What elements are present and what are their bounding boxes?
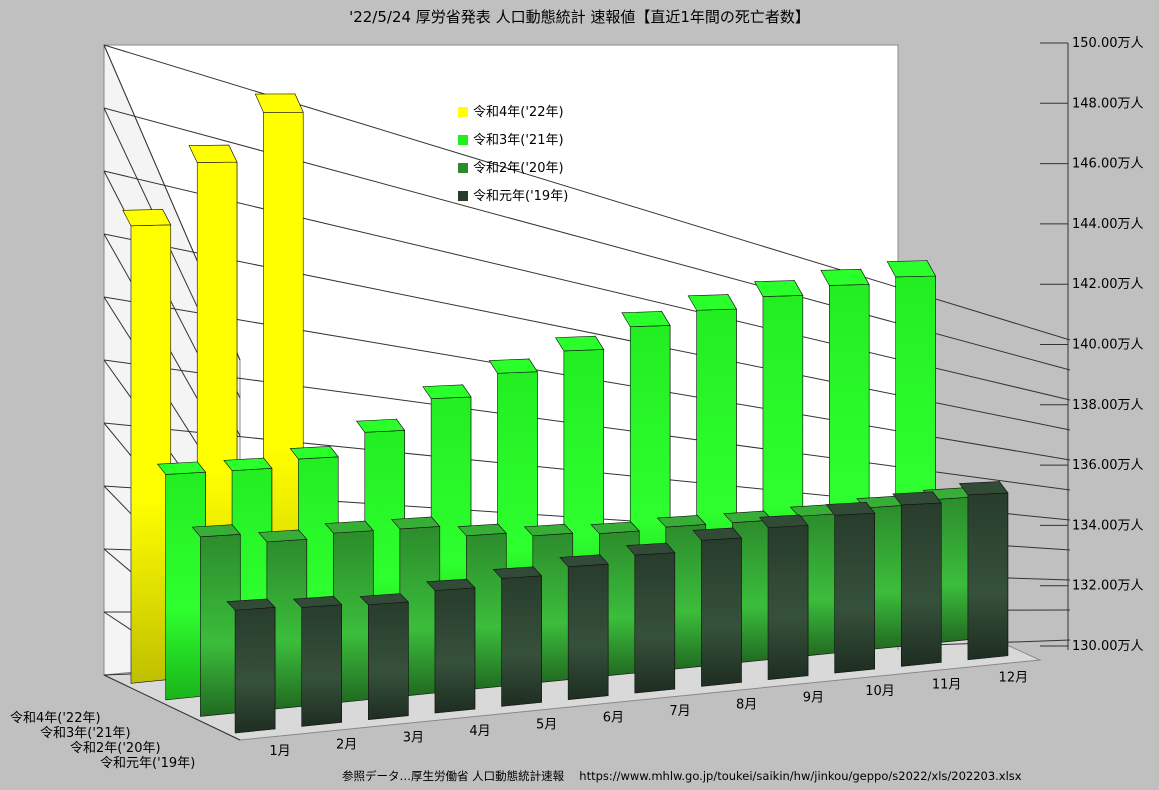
- bar: [759, 514, 809, 681]
- bar: [958, 480, 1009, 661]
- chart-title: '22/5/24 厚労省発表 人口動態統計 速報値【直近1年間の死亡者数】: [349, 8, 810, 26]
- series-axis-label: 令和4年('22年): [10, 711, 101, 726]
- legend-entry: 令和4年('22年): [458, 101, 564, 120]
- legend-label: 令和4年('22年): [473, 105, 564, 120]
- series-axis-label: 令和元年('19年): [100, 756, 195, 771]
- y-tick-label: 150.00万人: [1072, 36, 1144, 51]
- y-tick-label: 130.00万人: [1072, 639, 1144, 654]
- series-axis-label: 令和3年('21年): [40, 726, 131, 741]
- legend-entry: 令和3年('21年): [458, 129, 564, 148]
- y-tick-label: 142.00万人: [1072, 277, 1144, 292]
- legend-entry: 令和元年('19年): [458, 185, 568, 204]
- legend-label: 令和2年('20年): [473, 161, 564, 176]
- x-tick-label: 9月: [803, 691, 824, 706]
- y-tick-label: 132.00万人: [1072, 579, 1144, 594]
- x-tick-label: 2月: [336, 737, 357, 752]
- y-tick-label: 138.00万人: [1072, 398, 1144, 413]
- legend-swatch: [458, 191, 468, 201]
- x-tick-label: 1月: [269, 744, 290, 759]
- legend-entry: 令和2年('20年): [458, 157, 564, 176]
- legend-label: 令和元年('19年): [473, 189, 569, 204]
- legend-swatch: [458, 135, 468, 145]
- bar: [559, 554, 609, 701]
- x-tick-label: 6月: [603, 711, 624, 726]
- bar: [492, 566, 543, 707]
- grid-line: [103, 674, 241, 741]
- y-tick-label: 134.00万人: [1072, 518, 1144, 533]
- y-tick-label: 136.00万人: [1072, 458, 1144, 473]
- bar: [426, 578, 476, 714]
- x-tick-label: 10月: [865, 684, 895, 699]
- legend-label: 令和3年('21年): [473, 133, 564, 148]
- bar: [292, 595, 343, 727]
- series-axis-label: 令和2年('20年): [70, 741, 161, 756]
- y-tick-label: 146.00万人: [1072, 157, 1144, 172]
- x-tick-label: 7月: [669, 704, 690, 719]
- y-tick-label: 148.00万人: [1072, 96, 1144, 111]
- bar: [226, 598, 276, 734]
- legend-swatch: [458, 163, 468, 173]
- y-tick-label: 144.00万人: [1072, 217, 1144, 232]
- y-tick-label: 140.00万人: [1072, 338, 1144, 353]
- bar: [359, 592, 409, 721]
- x-tick-label: 5月: [536, 717, 557, 732]
- x-tick-label: 8月: [736, 697, 757, 712]
- bar: [692, 527, 742, 687]
- bar: [892, 490, 942, 667]
- source-note: 参照データ…厚生労働省 人口動態統計速報 https://www.mhlw.go…: [342, 769, 1022, 783]
- x-tick-label: 3月: [403, 731, 424, 746]
- x-tick-label: 12月: [999, 671, 1029, 686]
- x-tick-label: 11月: [932, 677, 962, 692]
- x-tick-label: 4月: [469, 724, 490, 739]
- legend-swatch: [458, 107, 468, 117]
- bar: [625, 542, 676, 694]
- bar: [825, 501, 876, 674]
